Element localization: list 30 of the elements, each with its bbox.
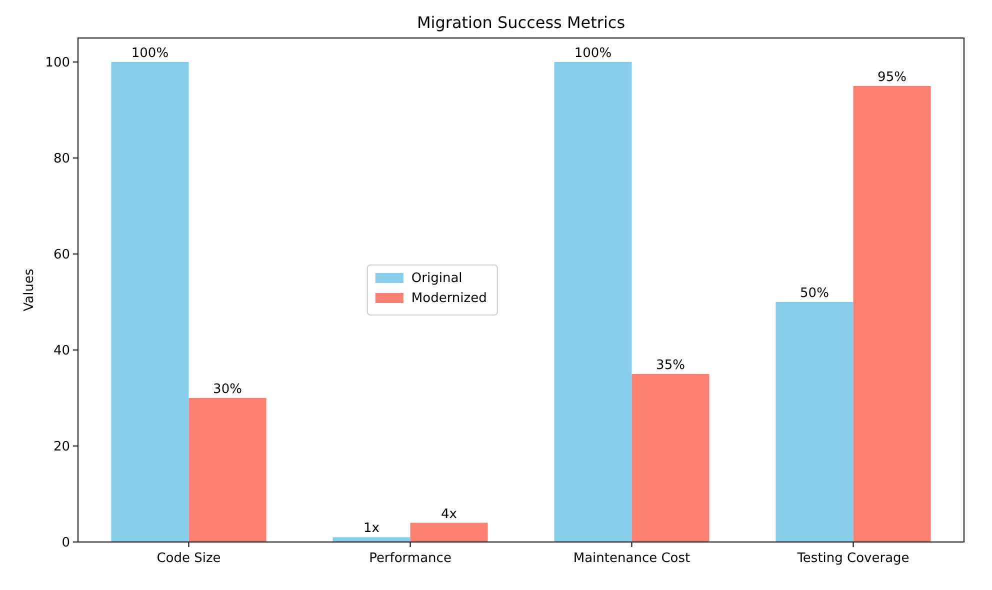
chart-title: Migration Success Metrics bbox=[416, 13, 626, 32]
legend-label: Original bbox=[411, 271, 462, 286]
y-axis-title: Values bbox=[22, 268, 37, 312]
data-label: 100% bbox=[131, 46, 169, 61]
data-label: 95% bbox=[878, 70, 906, 85]
data-label: 1x bbox=[364, 521, 380, 536]
data-label: 100% bbox=[574, 46, 612, 61]
y-tick-label: 20 bbox=[53, 440, 70, 455]
data-label: 30% bbox=[213, 382, 242, 397]
bar bbox=[632, 374, 710, 542]
x-tick-label: Testing Coverage bbox=[796, 551, 910, 566]
bar bbox=[554, 62, 632, 542]
legend-label: Modernized bbox=[411, 291, 487, 306]
data-label: 35% bbox=[656, 358, 685, 373]
y-tick-label: 40 bbox=[53, 344, 70, 359]
bar bbox=[332, 537, 410, 542]
bar bbox=[111, 62, 189, 542]
y-tick-label: 0 bbox=[62, 536, 70, 551]
bar bbox=[188, 398, 266, 542]
data-label: 4x bbox=[441, 506, 458, 522]
x-tick-label: Code Size bbox=[156, 551, 221, 566]
bar bbox=[776, 302, 854, 542]
y-tick-label: 60 bbox=[53, 248, 70, 263]
x-tick-label: Maintenance Cost bbox=[573, 551, 690, 566]
bar bbox=[853, 86, 931, 542]
y-tick-label: 80 bbox=[53, 152, 70, 167]
y-tick-label: 100 bbox=[45, 56, 70, 71]
data-label: 50% bbox=[800, 286, 829, 301]
x-tick-label: Performance bbox=[369, 551, 452, 566]
bar bbox=[410, 522, 488, 542]
